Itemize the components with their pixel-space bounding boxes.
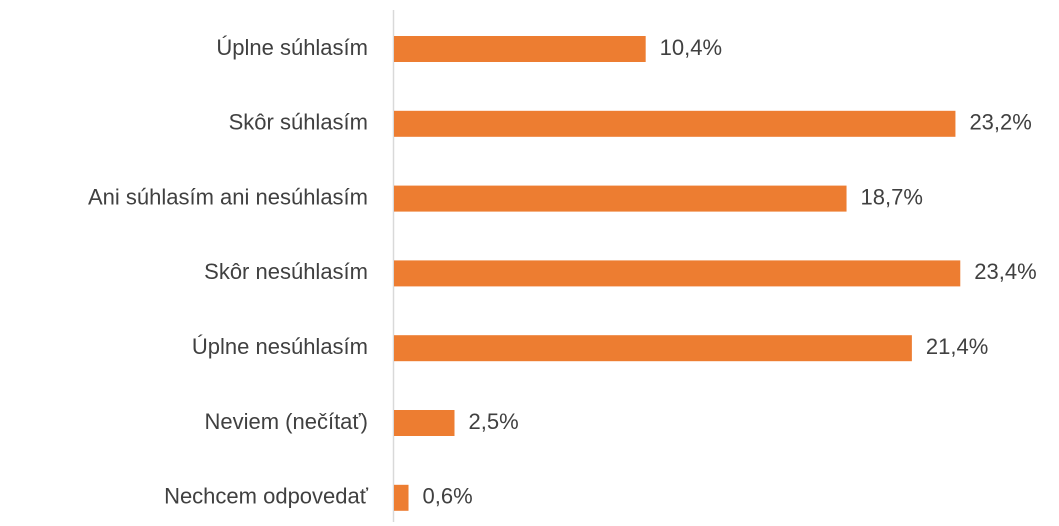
data-label: 18,7%: [861, 184, 923, 209]
category-label: Úplne nesúhlasím: [192, 334, 368, 359]
data-label: 23,4%: [974, 259, 1036, 284]
bar: [394, 110, 956, 137]
bar: [394, 185, 847, 212]
bar: [394, 484, 409, 511]
category-label: Skôr súhlasím: [229, 110, 368, 135]
category-label: Neviem (nečítať): [204, 409, 368, 434]
bar: [394, 410, 455, 436]
bar: [394, 335, 912, 362]
data-label: 21,4%: [926, 334, 988, 359]
data-label: 0,6%: [423, 484, 473, 509]
data-label: 2,5%: [469, 409, 519, 434]
category-label: Skôr nesúhlasím: [204, 259, 368, 284]
category-label: Nechcem odpovedať: [164, 484, 369, 509]
category-label: Úplne súhlasím: [216, 35, 368, 60]
data-label: 23,2%: [969, 110, 1031, 135]
bar: [394, 260, 961, 287]
category-label: Ani súhlasím ani nesúhlasím: [88, 184, 368, 209]
bar: [394, 36, 646, 62]
data-label: 10,4%: [660, 35, 722, 60]
